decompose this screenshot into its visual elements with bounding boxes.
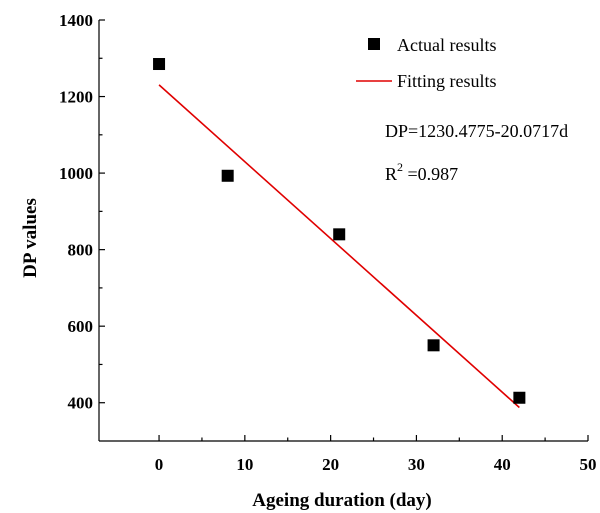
r-squared: R2 =0.987 xyxy=(385,160,458,184)
fit-equation: DP=1230.4775-20.0717d xyxy=(385,121,568,141)
data-point xyxy=(513,391,526,404)
x-tick-label: 40 xyxy=(494,455,511,474)
y-axis-title: DP values xyxy=(20,198,41,278)
legend-marker-actual-results xyxy=(368,38,380,50)
x-tick-label: 30 xyxy=(408,455,425,474)
y-tick-label: 400 xyxy=(68,394,94,413)
legend: Actual results Fitting results xyxy=(356,35,497,91)
x-tick-label: 10 xyxy=(236,455,253,474)
legend-label-fitting-results: Fitting results xyxy=(397,71,497,91)
fit-layer xyxy=(158,84,520,409)
point-layer xyxy=(153,58,526,404)
y-tick-label: 1000 xyxy=(59,164,93,183)
x-tick-label: 20 xyxy=(322,455,339,474)
r-squared-value: =0.987 xyxy=(403,164,458,184)
y-tick-label: 800 xyxy=(68,241,94,260)
r-squared-superscript: 2 xyxy=(397,160,403,174)
y-tick-label: 1200 xyxy=(59,88,93,107)
y-tick-label: 600 xyxy=(68,317,94,336)
fit-line xyxy=(158,84,520,409)
r-squared-symbol: R xyxy=(385,164,397,184)
x-tick-label: 50 xyxy=(580,455,597,474)
x-tick-label: 0 xyxy=(155,455,164,474)
data-point xyxy=(153,58,166,71)
y-ticks: 400 600 800 1000 1200 1400 xyxy=(59,11,105,413)
legend-label-actual-results: Actual results xyxy=(397,35,496,55)
x-ticks: 0 10 20 30 40 50 xyxy=(155,435,597,474)
x-axis-title: Ageing duration (day) xyxy=(252,490,431,511)
data-point xyxy=(427,339,440,352)
data-point xyxy=(221,169,234,182)
axes xyxy=(98,20,588,442)
data-point xyxy=(333,228,346,241)
y-tick-label: 1400 xyxy=(59,11,93,30)
